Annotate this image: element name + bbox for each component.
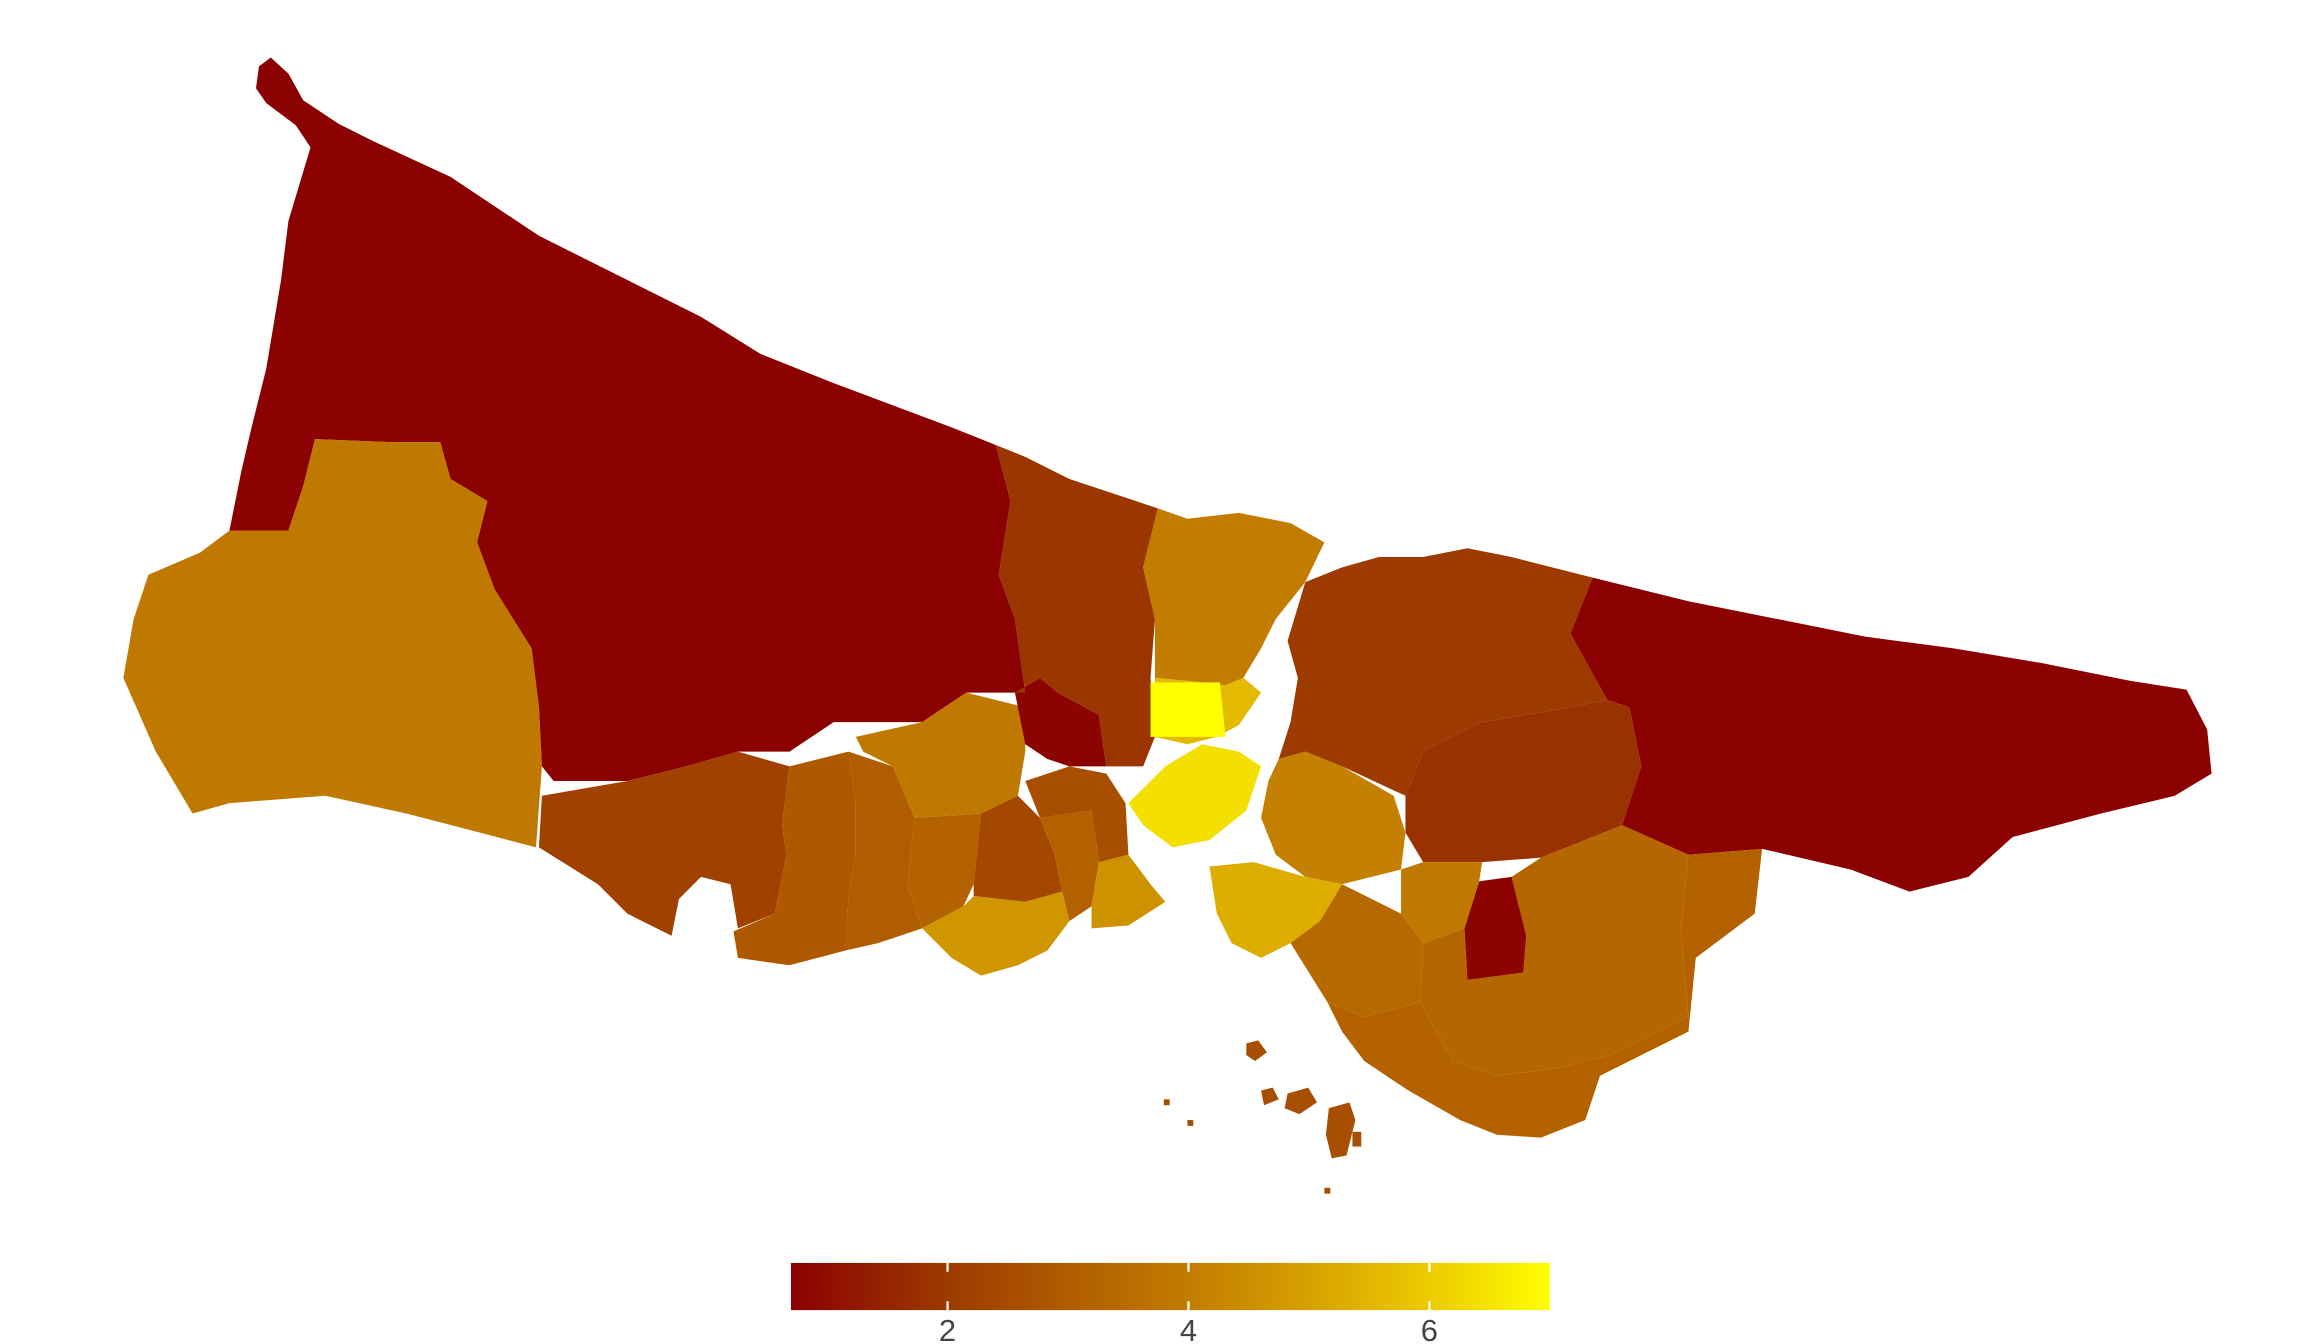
- region-kadikoy: [1209, 862, 1343, 958]
- legend-tick-label: 4: [1180, 1313, 1197, 1344]
- legend-tick-label: 6: [1421, 1313, 1438, 1344]
- region-sultanbeyli: [1464, 876, 1527, 980]
- region-umraniye: [1405, 700, 1642, 863]
- region-bayrampasa: [1025, 766, 1129, 863]
- region-pendik: [1420, 825, 1689, 1076]
- region-gaziosmanpasa: [1014, 677, 1107, 767]
- region-atasehir: [1401, 862, 1483, 944]
- legend-ticks: 2 4 6: [939, 1262, 1438, 1344]
- region-sile: [1570, 577, 2212, 892]
- region-kucukcekmece: [973, 795, 1063, 902]
- region-avcilar: [907, 813, 982, 929]
- region-catalca: [229, 57, 1026, 782]
- region-silivri: [123, 439, 542, 848]
- region-beykoz: [1278, 548, 1608, 796]
- region-bahcelievler: [1040, 810, 1099, 922]
- region-beylikduzu: [733, 751, 856, 966]
- region-zeytinburnu: [1091, 854, 1166, 929]
- region-esenyurt: [845, 751, 923, 951]
- region-tuzla: [1327, 848, 1763, 1138]
- region-fatih: [1128, 744, 1262, 848]
- region-uskudar: [1261, 751, 1406, 885]
- region-bakirkoy: [922, 891, 1070, 976]
- region-beyoglu: [1150, 682, 1226, 737]
- region-buyukcekmece: [538, 751, 790, 936]
- region-adalar: [1163, 1040, 1362, 1194]
- region-eyup: [995, 445, 1158, 767]
- region-maltepe: [1290, 884, 1424, 1017]
- region-basaksehir: [855, 692, 1026, 818]
- legend: 2 4 6: [790, 1262, 1550, 1344]
- legend-tick-label: 2: [939, 1313, 956, 1344]
- legend-color-bar: [790, 1262, 1550, 1311]
- region-sariyer: [1143, 508, 1325, 686]
